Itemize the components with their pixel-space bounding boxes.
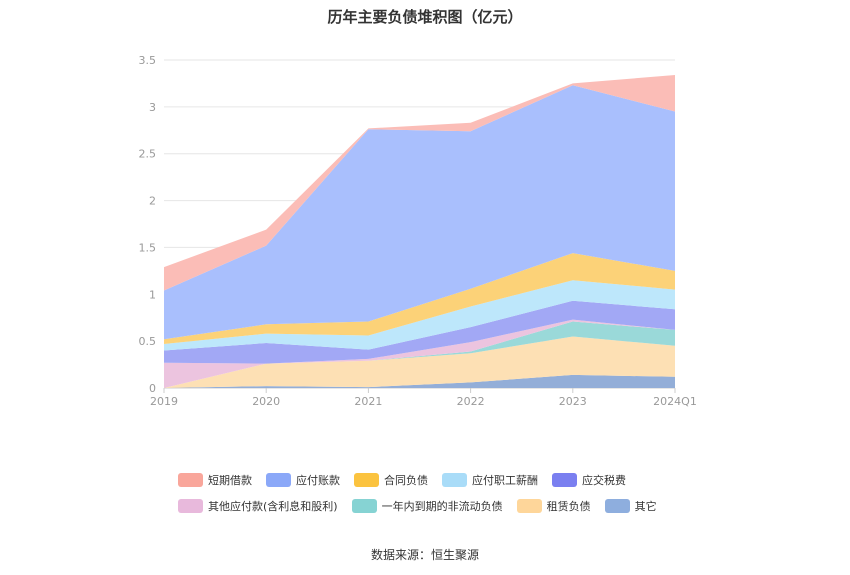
area-短期借款	[164, 75, 675, 291]
legend-swatch	[552, 473, 577, 487]
x-tick-label: 2019	[150, 395, 178, 408]
legend-swatch	[266, 473, 291, 487]
area-其他应付款(含利息和股利)	[164, 319, 675, 388]
area-一年内到期的非流动负债	[164, 321, 675, 388]
data-source: 数据来源：恒生聚源	[370, 548, 479, 562]
legend-swatch	[354, 473, 379, 487]
x-tick-label: 2020	[252, 395, 280, 408]
legend-swatch	[604, 499, 630, 513]
legend-item[interactable]: 应付职工薪酬	[442, 472, 538, 488]
area-应交税费	[164, 300, 675, 364]
y-tick-label: 2.5	[139, 148, 157, 161]
legend-swatch	[178, 473, 203, 487]
legend-item[interactable]: 短期借款	[178, 472, 252, 488]
legend-swatch	[178, 499, 203, 513]
legend-label: 应付职工薪酬	[472, 474, 538, 487]
legend-item[interactable]: 其它	[604, 498, 657, 514]
y-tick-label: 2	[149, 195, 156, 208]
area-租赁负债	[164, 336, 675, 388]
y-tick-label: 3.5	[139, 54, 157, 67]
legend-swatch	[442, 473, 467, 487]
legend-item[interactable]: 应交税费	[552, 472, 626, 488]
legend-item[interactable]: 应付账款	[266, 472, 340, 488]
axes: 0 0.5 1 1.5 2 2.5 3 3.5 2019 2020 2021 2022 2023 2024…	[139, 54, 697, 408]
y-tick-label: 0.5	[139, 335, 157, 348]
stacked-area-chart: 0 0.5 1 1.5 2 2.5 3 3.5 2019 2020 2021 2022 2023 2024…	[139, 54, 697, 408]
legend-label: 租赁负债	[546, 500, 591, 513]
x-tick-label: 2024Q1	[653, 395, 697, 408]
legend-label: 应交税费	[582, 474, 626, 487]
x-tick-label: 2021	[354, 395, 382, 408]
legend-label: 其他应付款(含利息和股利)	[208, 500, 338, 513]
area-应付职工薪酬	[164, 280, 675, 351]
x-tick-label: 2023	[559, 395, 587, 408]
legend-label: 应付账款	[296, 474, 340, 487]
legend-label: 短期借款	[208, 474, 252, 487]
legend-label: 一年内到期的非流动负债	[381, 500, 503, 513]
y-tick-label: 3	[149, 101, 156, 114]
legend-swatch	[516, 499, 542, 513]
legend-item[interactable]: 合同负债	[354, 472, 428, 488]
area-series	[164, 75, 675, 388]
x-tick-label: 2022	[457, 395, 485, 408]
y-tick-label: 1.5	[139, 241, 157, 254]
area-应付账款	[164, 85, 675, 340]
chart-title: 历年主要负债堆积图（亿元）	[327, 8, 523, 26]
legend-label: 合同负债	[384, 474, 428, 487]
legend: 短期借款 应付账款 合同负债 应付职工薪酬 应交税费其他应付款(含利息和股利) 一年内到期…	[178, 472, 698, 514]
legend-label: 其它	[634, 500, 657, 513]
legend-swatch	[351, 499, 377, 513]
legend-item[interactable]: 其他应付款(含利息和股利)	[178, 498, 338, 514]
y-tick-label: 0	[149, 382, 156, 395]
area-其它	[164, 374, 675, 388]
area-合同负债	[164, 253, 675, 344]
y-tick-label: 1	[149, 288, 156, 301]
legend-item[interactable]: 一年内到期的非流动负债	[351, 498, 503, 514]
legend-item[interactable]: 租赁负债	[516, 498, 591, 514]
